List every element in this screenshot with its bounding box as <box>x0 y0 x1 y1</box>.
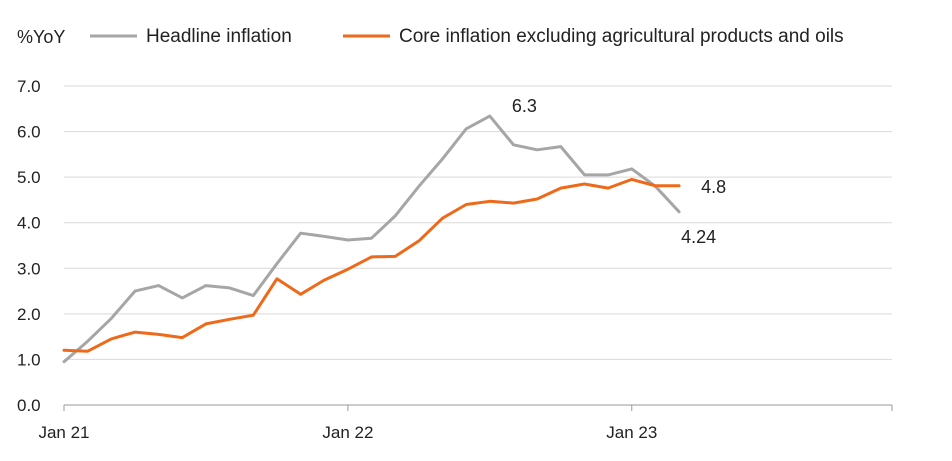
core-end-label: 4.8 <box>701 177 726 197</box>
annotations: 6.3 4.24 4.8 <box>512 96 726 247</box>
headline-peak-label: 6.3 <box>512 96 537 116</box>
series-lines <box>62 114 681 364</box>
y-tick-label: 3.0 <box>17 259 41 278</box>
headline-end-label: 4.24 <box>681 227 716 247</box>
x-tick-label: Jan 23 <box>606 423 657 442</box>
x-axis: Jan 21 Jan 22 Jan 23 <box>38 404 893 442</box>
y-tick-label: 7.0 <box>17 77 41 96</box>
x-tick-label: Jan 21 <box>38 423 89 442</box>
series-line-headline <box>62 114 681 364</box>
y-axis-ticks: 0.0 1.0 2.0 3.0 4.0 5.0 6.0 7.0 <box>17 77 41 415</box>
y-tick-label: 1.0 <box>17 350 41 369</box>
y-tick-label: 5.0 <box>17 168 41 187</box>
y-tick-label: 0.0 <box>17 396 41 415</box>
legend-label-headline: Headline inflation <box>146 26 292 47</box>
x-tick-label: Jan 22 <box>322 423 373 442</box>
y-tick-label: 4.0 <box>17 214 41 233</box>
gridlines <box>64 85 892 360</box>
y-tick-label: 6.0 <box>17 123 41 142</box>
legend-label-core: Core inflation excluding agricultural pr… <box>399 26 844 47</box>
series-line-core <box>62 177 681 353</box>
y-tick-label: 2.0 <box>17 305 41 324</box>
legend: Headline inflation Core inflation exclud… <box>90 26 844 47</box>
y-axis-label: %YoY <box>17 27 65 47</box>
